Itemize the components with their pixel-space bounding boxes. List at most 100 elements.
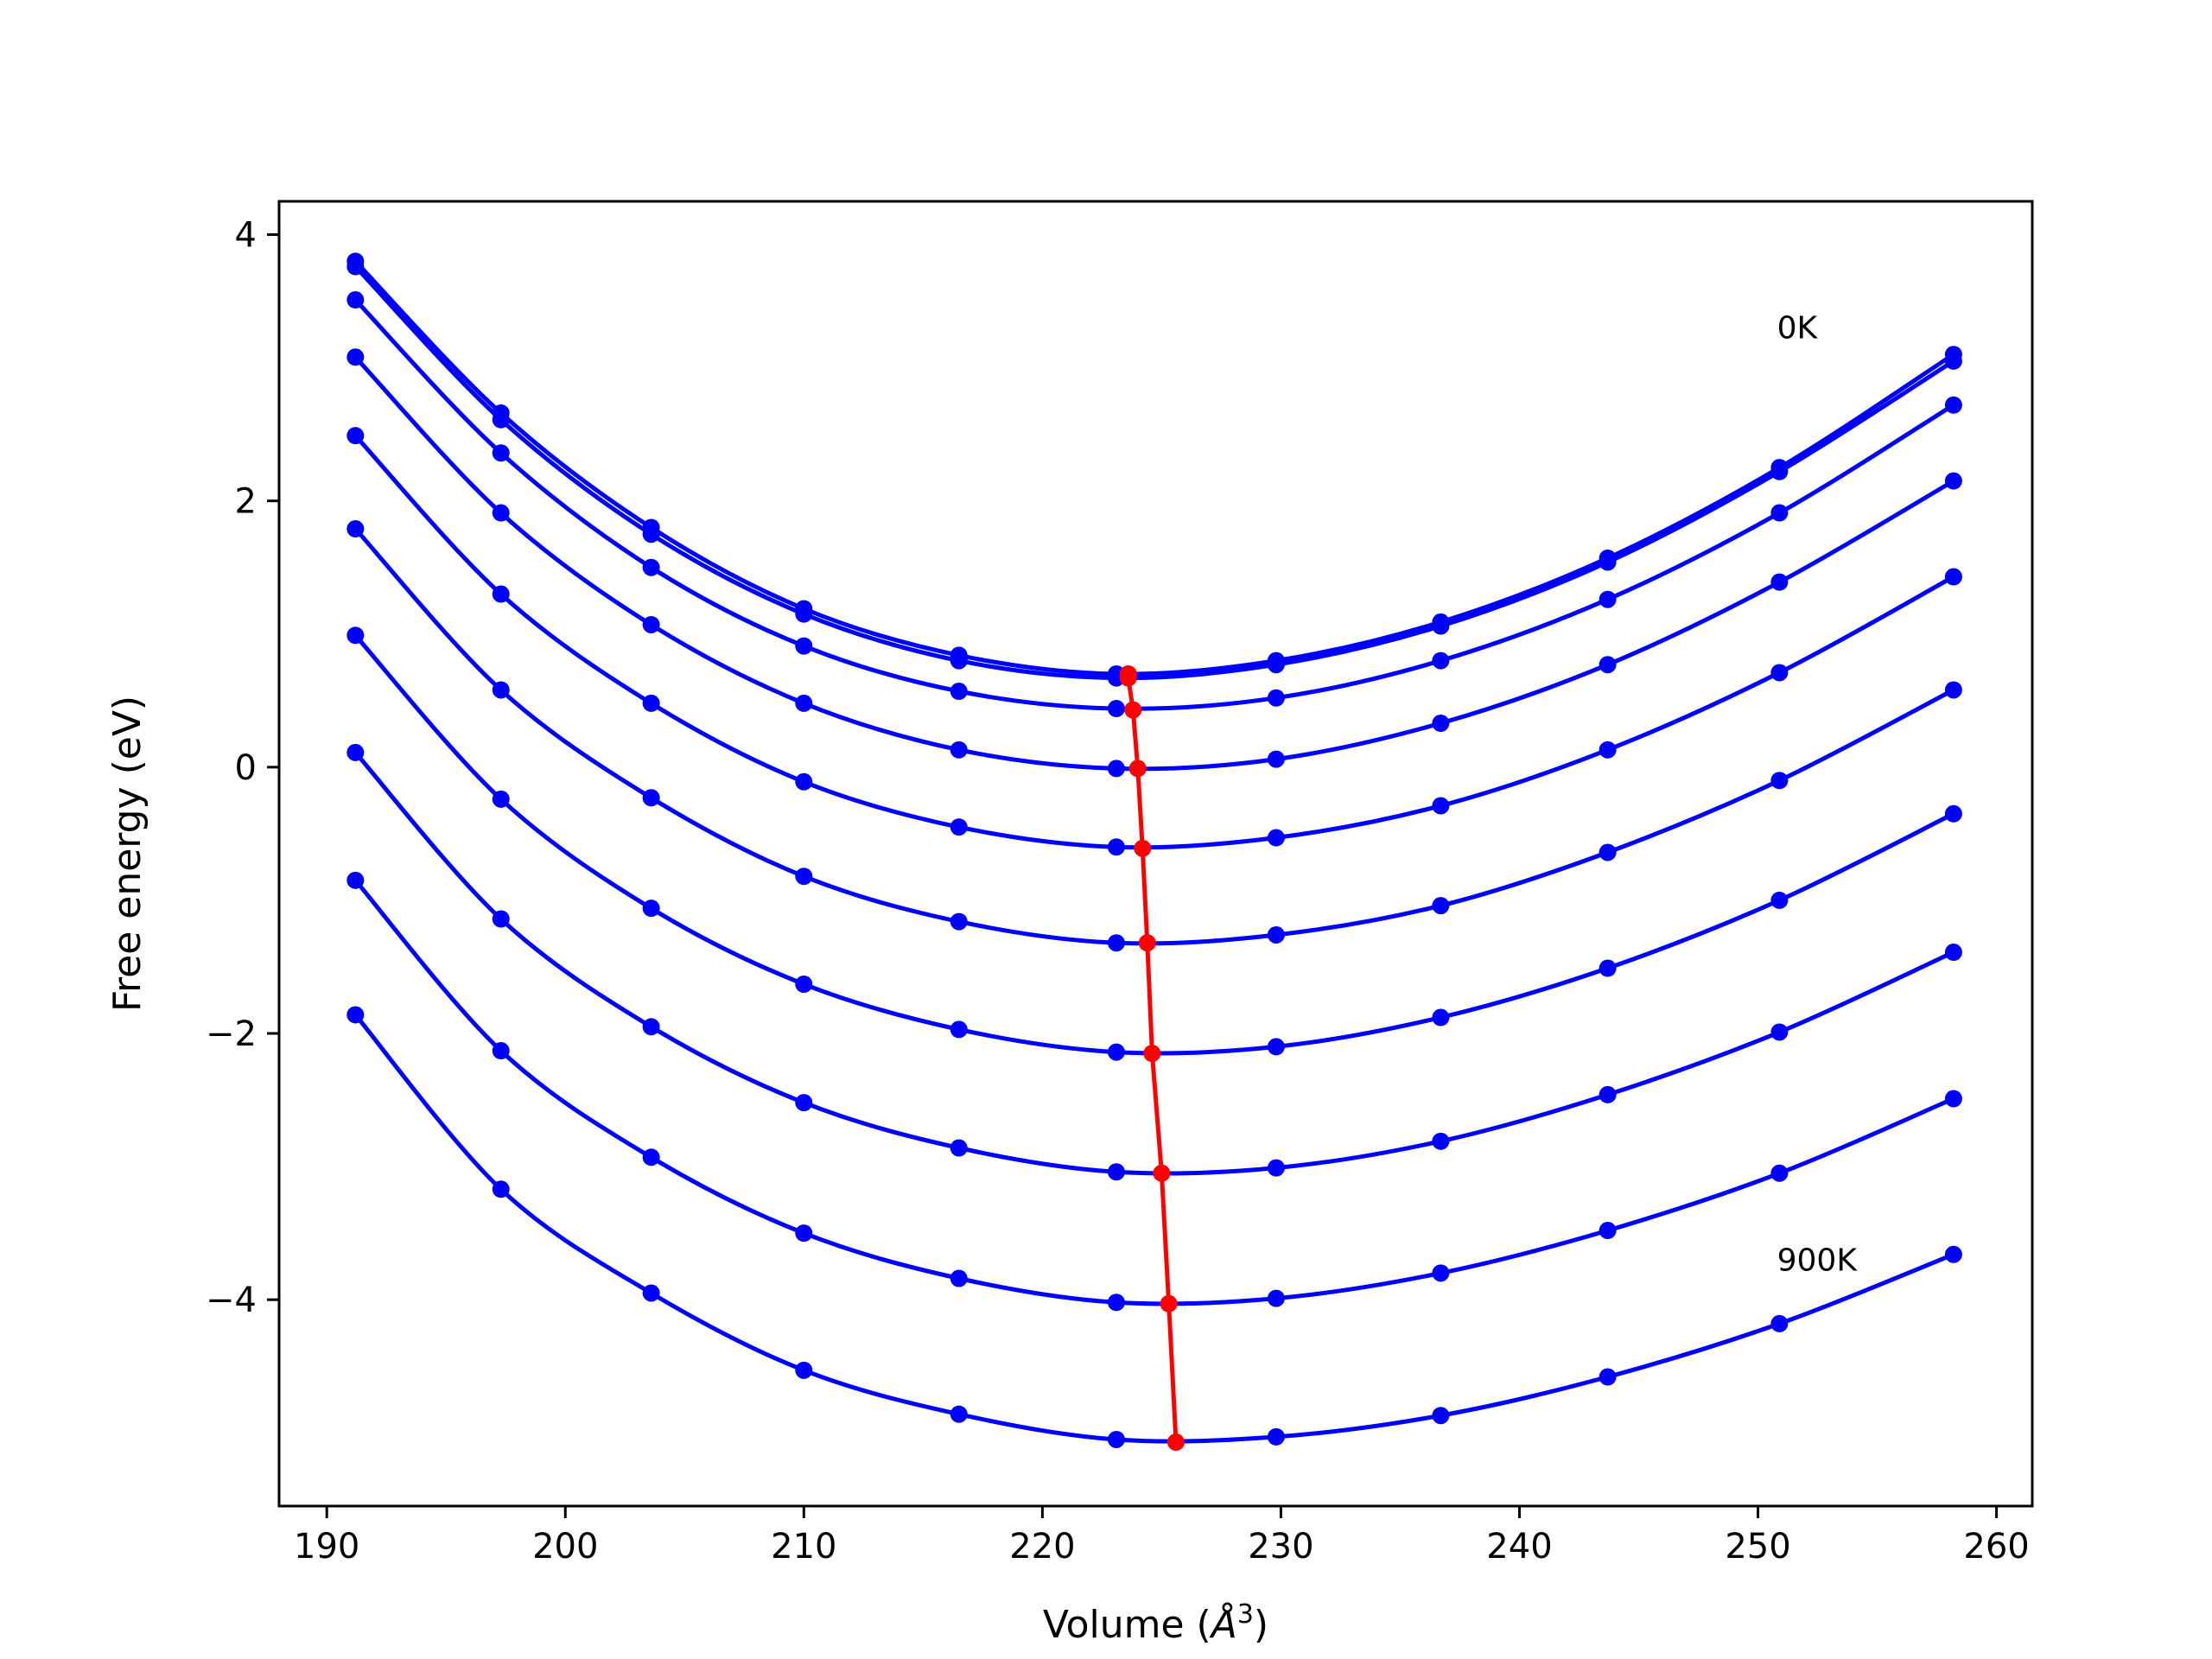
data-point [492, 444, 510, 462]
x-tick-label: 220 [1009, 1527, 1075, 1567]
data-point [795, 1224, 813, 1243]
x-axis-label-close: ) [1254, 1603, 1268, 1647]
data-point [1432, 1008, 1450, 1027]
data-point [1107, 1163, 1125, 1181]
data-point [1944, 472, 1962, 490]
data-point [1107, 1430, 1125, 1448]
y-tick-label: 2 [235, 482, 257, 522]
data-point [950, 1139, 968, 1157]
x-tick-label: 190 [294, 1527, 359, 1567]
data-point [950, 1405, 968, 1423]
data-point [1267, 829, 1285, 847]
data-point [492, 681, 510, 699]
x-tick-label: 240 [1486, 1527, 1552, 1567]
data-point [346, 871, 365, 889]
data-point [1432, 1264, 1450, 1282]
data-point [346, 626, 365, 645]
data-point [1944, 568, 1962, 586]
x-axis-label: Volume (Å3) [1043, 1599, 1268, 1648]
data-point [346, 257, 365, 276]
data-point [346, 743, 365, 761]
data-point [1267, 689, 1285, 707]
data-point [1944, 1245, 1962, 1263]
data-point [1599, 1222, 1617, 1240]
x-tick-label: 210 [771, 1527, 836, 1567]
minimum-point [1128, 760, 1147, 778]
data-point [642, 789, 660, 807]
data-point [492, 910, 510, 928]
data-point [1432, 652, 1450, 670]
data-point [1770, 1164, 1789, 1182]
data-point [1770, 1314, 1789, 1332]
data-point [642, 1018, 660, 1036]
data-point [950, 1269, 968, 1287]
data-point [1599, 1085, 1617, 1103]
temperature-annotation: 900K [1777, 1243, 1859, 1278]
data-point [1267, 750, 1285, 768]
data-point [1432, 1407, 1450, 1425]
data-point [1267, 1289, 1285, 1307]
data-point [642, 1284, 660, 1302]
data-point [1107, 838, 1125, 856]
x-tick-label: 230 [1248, 1527, 1313, 1567]
data-point [950, 912, 968, 931]
data-point [642, 525, 660, 543]
data-point [950, 818, 968, 836]
x-axis-label-superscript: 3 [1237, 1599, 1254, 1630]
data-point [795, 605, 813, 623]
data-point [346, 291, 365, 309]
data-point [1107, 1043, 1125, 1061]
series-2 [346, 291, 1962, 718]
data-point [642, 1148, 660, 1166]
x-axis-label-unit: Å [1209, 1601, 1237, 1647]
data-point [346, 348, 365, 366]
data-point [492, 410, 510, 429]
x-tick-label: 250 [1725, 1527, 1790, 1567]
data-point [346, 427, 365, 445]
data-point [1107, 1294, 1125, 1312]
minimum-line [1126, 674, 1179, 1443]
data-point [1267, 1038, 1285, 1056]
data-point [492, 504, 510, 522]
data-point [1432, 897, 1450, 915]
data-point [795, 868, 813, 886]
data-point [1770, 891, 1789, 909]
data-point [1432, 715, 1450, 732]
data-point [492, 1180, 510, 1198]
data-point [492, 585, 510, 603]
data-point [642, 615, 660, 633]
x-tick-label: 260 [1963, 1527, 2029, 1567]
data-point [1599, 1368, 1617, 1386]
minimum-point [1134, 839, 1152, 857]
data-point [1599, 590, 1617, 608]
data-point [1107, 700, 1125, 718]
y-tick-label: −4 [206, 1281, 257, 1320]
data-point [1599, 741, 1617, 759]
data-point [492, 1042, 510, 1060]
data-point [1267, 1427, 1285, 1446]
x-tick-label: 200 [532, 1527, 598, 1567]
data-point [795, 694, 813, 712]
plot-area [346, 252, 1962, 1452]
data-point [1107, 934, 1125, 952]
data-point [1267, 656, 1285, 674]
data-point [1944, 804, 1962, 823]
series-4 [346, 427, 1962, 856]
data-point [795, 1361, 813, 1379]
y-axis-label: Free energy (eV) [105, 696, 149, 1012]
series-8 [346, 871, 1962, 1312]
series-7 [346, 743, 1962, 1181]
series-6 [346, 626, 1962, 1061]
data-point [1432, 797, 1450, 815]
series-3 [346, 348, 1962, 778]
data-point [642, 899, 660, 918]
data-point [1770, 664, 1789, 682]
data-point [1107, 760, 1125, 778]
data-point [642, 558, 660, 576]
data-point [950, 652, 968, 670]
data-point [795, 772, 813, 791]
series-9 [346, 1006, 1962, 1448]
data-point [1944, 396, 1962, 414]
data-point [950, 741, 968, 759]
data-point [1432, 1132, 1450, 1150]
